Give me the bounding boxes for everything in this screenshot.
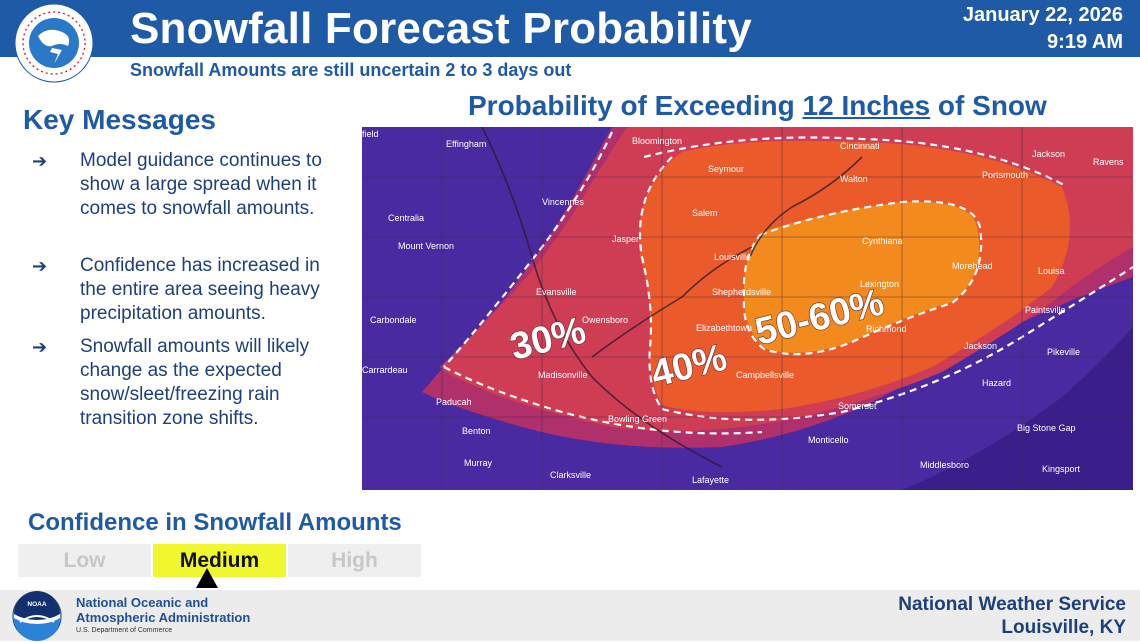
map-title-suffix: of Snow (930, 90, 1047, 121)
contour-inner (643, 136, 1065, 186)
river-lines (481, 127, 863, 468)
city-label: Paducah (436, 397, 472, 407)
map-title-threshold: 12 Inches (802, 90, 931, 121)
map-title: Probability of Exceeding 12 Inches of Sn… (468, 90, 1047, 122)
confidence-level-low: Low (18, 544, 151, 577)
city-label: Richmond (866, 324, 907, 334)
map-deep-region (902, 327, 1133, 490)
city-label: Paintsville (1025, 305, 1066, 315)
county-lines (362, 127, 1133, 490)
header-bar (0, 0, 1140, 57)
city-label: Cincinnati (840, 141, 880, 151)
city-label: Elizabethtown (696, 323, 752, 333)
city-label: Murray (464, 458, 493, 468)
office-name: National Weather Service (898, 594, 1126, 615)
subheader-bar (0, 57, 1140, 84)
city-label: Pikeville (1047, 347, 1080, 357)
key-message-item: ➔ Model guidance continues to show a lar… (32, 149, 332, 245)
page-subtitle: Snowfall Amounts are still uncertain 2 t… (130, 60, 572, 80)
city-label: Centralia (388, 213, 424, 223)
map-title-prefix: Probability of Exceeding (468, 90, 803, 121)
city-label: Cynthiana (862, 236, 903, 246)
city-label: Owensboro (582, 315, 628, 325)
city-label: Hazard (982, 378, 1011, 388)
confidence-title: Confidence in Snowfall Amounts (28, 509, 402, 536)
confidence-level-high: High (288, 544, 421, 577)
city-label: Shepherdsville (712, 287, 771, 297)
city-label: Somerset (838, 401, 877, 411)
key-message-text: Confidence has increased in the entire a… (80, 255, 320, 324)
city-label: Kingsport (1042, 464, 1081, 474)
city-label: Big Stone Gap (1017, 423, 1076, 433)
key-message-item: ➔ Snowfall amounts will likely change as… (32, 335, 332, 431)
key-message-text: Model guidance continues to show a large… (80, 150, 322, 219)
city-label: Jasper (612, 234, 639, 244)
city-label: Jackson (1032, 149, 1065, 159)
arrow-right-icon: ➔ (32, 256, 48, 276)
footer-bar (0, 590, 1140, 641)
city-label: Vincennes (542, 197, 584, 207)
probability-map: field Effingham Bloomington Cincinnati Jacks… (362, 127, 1133, 490)
city-label: Effingham (446, 139, 486, 149)
city-label: Campbellsville (736, 370, 794, 380)
office-location: Louisville, KY (1001, 617, 1126, 638)
city-label: Louisa (1038, 266, 1065, 276)
city-label: Carbondale (370, 315, 417, 325)
key-message-item: ➔ Confidence has increased in the entire… (32, 254, 332, 326)
city-label: Clarksville (550, 470, 591, 480)
nws-logo-icon (14, 3, 94, 83)
city-label: Walton (840, 174, 868, 184)
city-label: Seymour (708, 164, 744, 174)
probability-band-50 (743, 201, 980, 353)
city-label: Evansville (536, 287, 577, 297)
noaa-name-line2: Atmospheric Administration (76, 610, 251, 625)
issue-time: 9:19 AM (1047, 31, 1123, 53)
city-label: Bowling Green (608, 414, 667, 424)
city-label: Middlesboro (920, 460, 969, 470)
key-messages-title: Key Messages (23, 104, 217, 135)
noaa-logo-icon: NOAA (12, 591, 62, 641)
confidence-pointer-icon (196, 568, 218, 588)
issue-date: January 22, 2026 (962, 4, 1123, 26)
city-label: Lexington (860, 279, 899, 289)
city-label: Benton (462, 426, 491, 436)
probability-map-graphic: field Effingham Bloomington Cincinnati Jacks… (362, 127, 1133, 490)
city-label: Louisville (714, 252, 751, 262)
key-message-text: Snowfall amounts will likely change as t… (80, 336, 310, 429)
arrow-right-icon: ➔ (32, 337, 48, 357)
city-label: field (362, 129, 379, 139)
city-label: Carrardeau (362, 365, 408, 375)
confidence-level-medium: Medium (153, 544, 286, 577)
city-label: Mount Vernon (398, 241, 454, 251)
page-title: Snowfall Forecast Probability (130, 4, 752, 53)
city-label: Madisonville (538, 370, 588, 380)
city-label: Portsmouth (982, 170, 1028, 180)
city-label: Morehead (952, 261, 993, 271)
city-label: Ravens (1093, 157, 1124, 167)
city-labels: field Effingham Bloomington Cincinnati Jacks… (362, 129, 1124, 485)
city-label: Monticello (808, 435, 849, 445)
city-label: Bloomington (632, 136, 682, 146)
noaa-department: U.S. Department of Commerce (76, 627, 173, 634)
city-label: Jackson (964, 341, 997, 351)
city-label: Salem (692, 208, 718, 218)
arrow-right-icon: ➔ (32, 151, 48, 171)
city-label: Lafayette (692, 475, 729, 485)
svg-text:NOAA: NOAA (27, 601, 46, 608)
noaa-name-line1: National Oceanic and (76, 595, 209, 610)
